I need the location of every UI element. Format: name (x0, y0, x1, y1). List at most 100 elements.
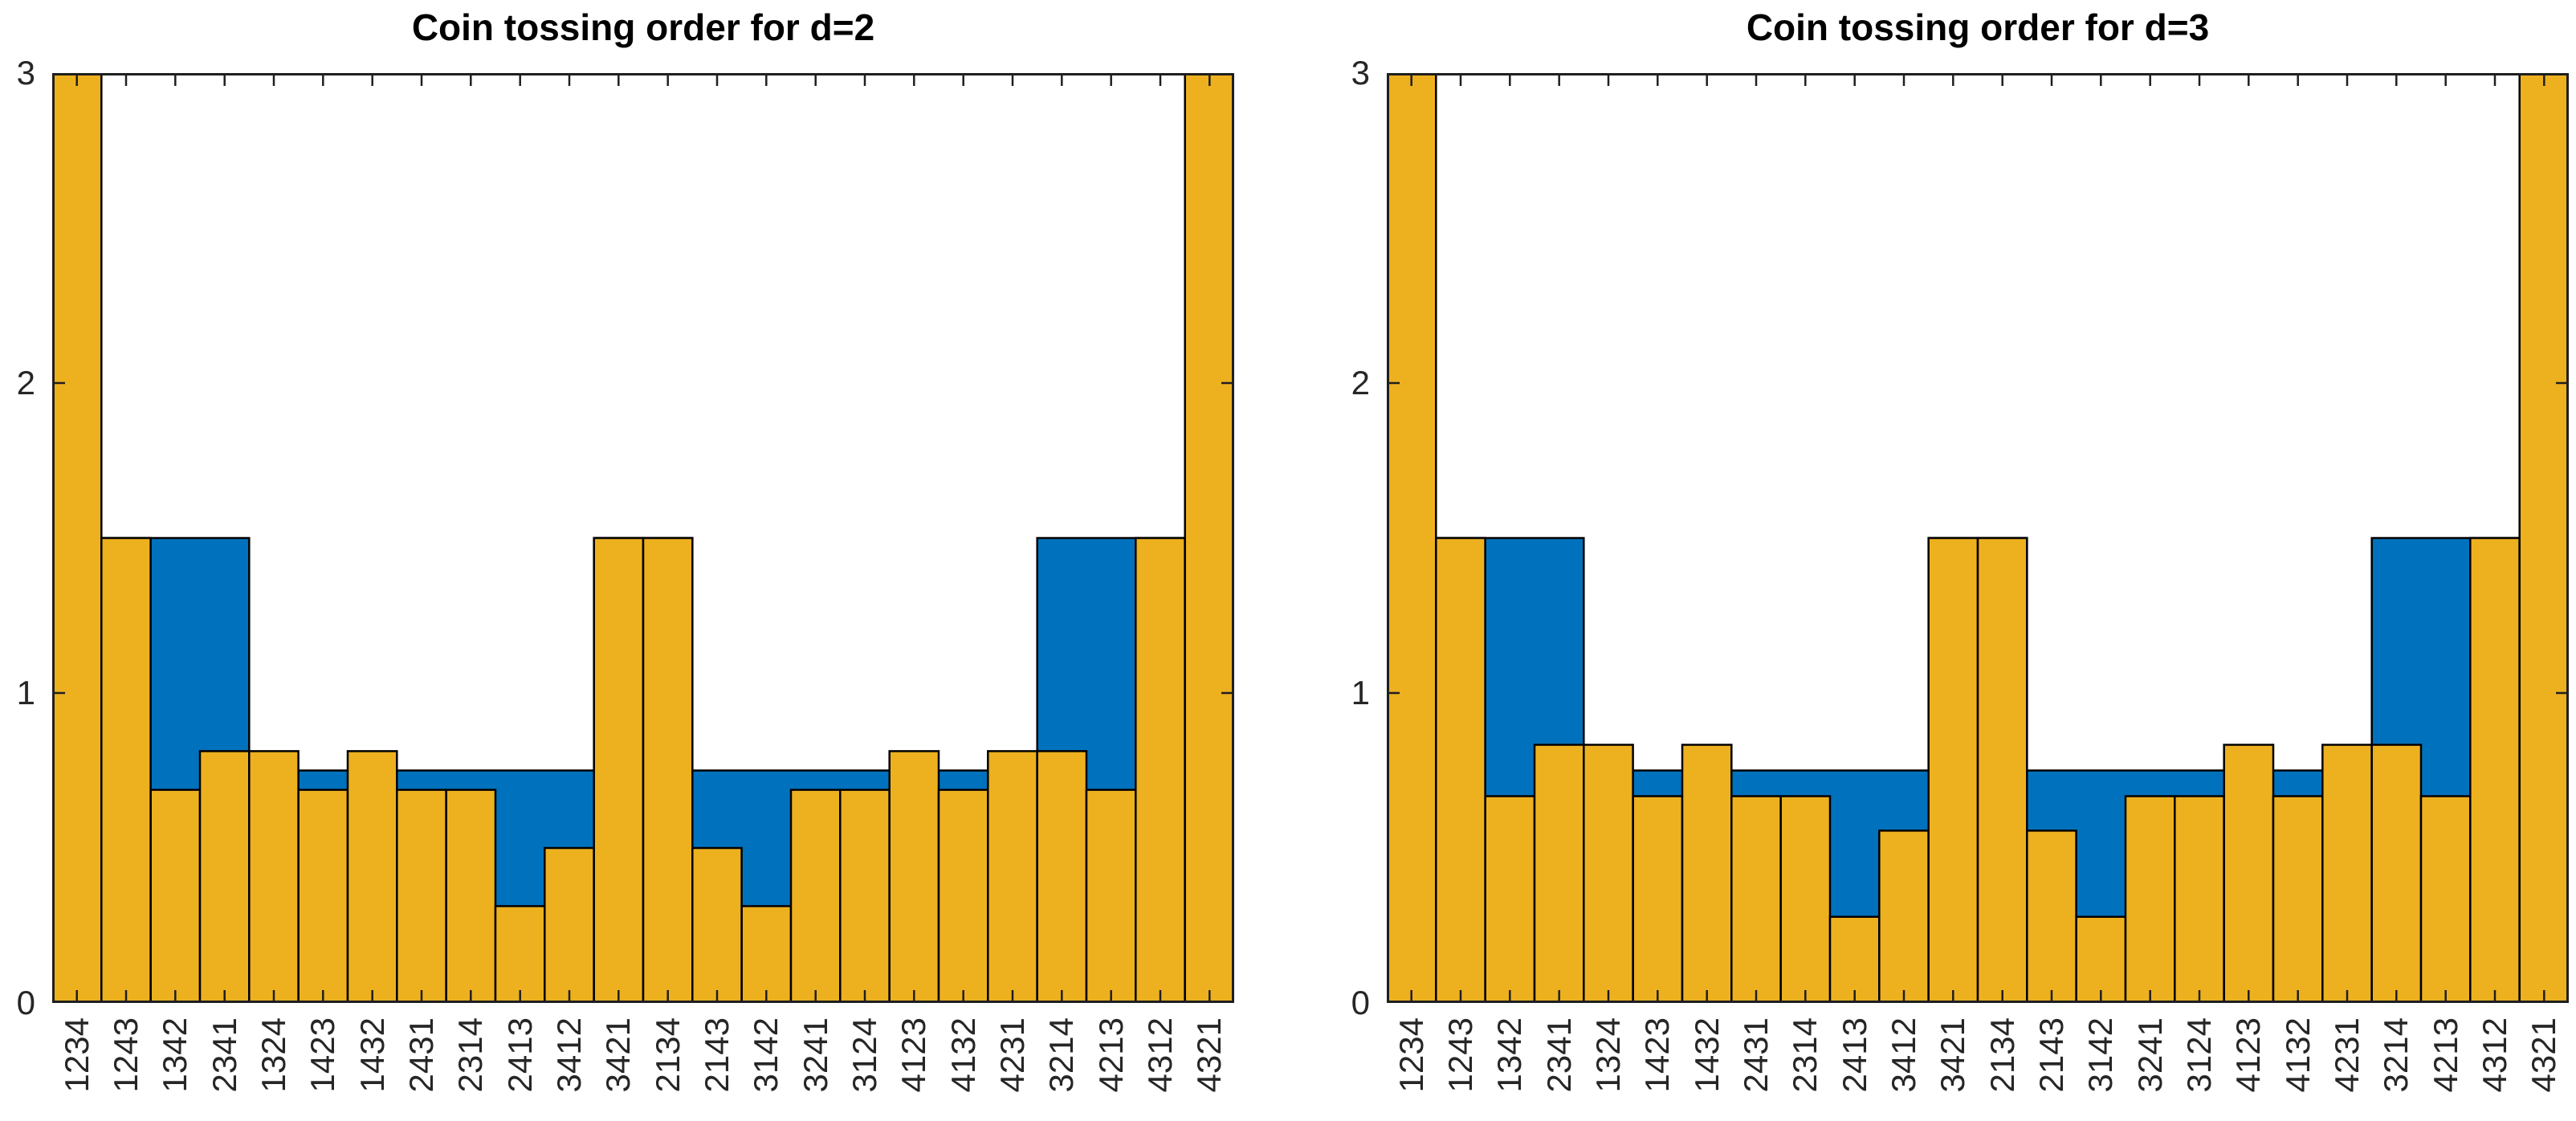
axes-box (1387, 73, 2569, 1003)
orange-bar-3241 (2124, 795, 2176, 1003)
orange-bar-4123 (2223, 744, 2275, 1003)
orange-bar-4312 (1135, 536, 1186, 1003)
orange-bar-4312 (2469, 536, 2521, 1003)
orange-bar-3412 (1878, 830, 1930, 1003)
orange-bar-4321 (1184, 73, 1234, 1003)
orange-bar-1234 (52, 73, 103, 1003)
orange-bar-4213 (1085, 789, 1137, 1003)
orange-bar-1324 (1583, 744, 1634, 1003)
x-tick-label-4321: 4321 (2525, 1017, 2563, 1093)
orange-bar-3421 (1927, 536, 1979, 1003)
x-tick-label-1432: 1432 (353, 1017, 391, 1093)
orange-bar-3124 (839, 789, 891, 1003)
x-tick-label-3421: 3421 (599, 1017, 638, 1093)
x-tick-label-3412: 3412 (550, 1017, 588, 1093)
x-tick-label-3412: 3412 (1885, 1017, 1922, 1093)
x-tick-label-2314: 2314 (451, 1017, 490, 1093)
orange-bar-3241 (789, 789, 842, 1003)
x-tick-label-4231: 4231 (2328, 1017, 2366, 1093)
orange-bar-3142 (740, 905, 793, 1003)
orange-bar-1432 (346, 750, 398, 1003)
x-tick-label-4312: 4312 (1141, 1017, 1179, 1093)
orange-bar-2341 (198, 750, 251, 1003)
chart-d2: Coin tossing order for d=2 0 1 2 3 1234 1243… (16, 6, 1234, 1093)
orange-bar-2143 (2026, 830, 2077, 1003)
x-tick-label-2143: 2143 (2032, 1017, 2070, 1093)
x-tick-label-2431: 2431 (402, 1017, 440, 1093)
orange-bar-4132 (937, 789, 989, 1003)
x-tick-label-2143: 2143 (698, 1017, 736, 1093)
orange-bar-2143 (691, 846, 743, 1003)
orange-bar-2314 (1779, 795, 1832, 1003)
x-tick-label-2134: 2134 (1983, 1017, 2021, 1093)
x-tick-label-4132: 4132 (944, 1017, 982, 1093)
y-tick-label-2: 2 (1351, 364, 1370, 402)
x-tick-label-1234: 1234 (57, 1017, 96, 1093)
orange-bar-2431 (396, 789, 447, 1003)
x-tick-label-4231: 4231 (993, 1017, 1031, 1093)
x-tick-label-3214: 3214 (2377, 1017, 2415, 1093)
orange-bar-1423 (1632, 795, 1684, 1003)
orange-bar-1324 (248, 750, 300, 1003)
orange-bar-2413 (1828, 915, 1881, 1003)
x-tick-label-1243: 1243 (107, 1017, 145, 1093)
orange-bar-2431 (1730, 795, 1782, 1003)
orange-bar-3214 (1036, 750, 1088, 1003)
x-tick-label-1342: 1342 (1490, 1017, 1529, 1093)
orange-bar-3412 (544, 846, 595, 1003)
y-tick-label-1: 1 (16, 674, 35, 711)
x-tick-label-3142: 3142 (747, 1017, 785, 1093)
orange-bar-3142 (2075, 915, 2127, 1003)
x-tick-label-4123: 4123 (895, 1017, 933, 1093)
chart-d3: Coin tossing order for d=3 0 1 2 3 1234 1243… (1335, 0, 2576, 1121)
x-tick-label-4213: 4213 (2426, 1017, 2464, 1093)
x-tick-label-4213: 4213 (1091, 1017, 1130, 1093)
y-tick-label-3: 3 (1351, 54, 1370, 92)
x-tick-label-4132: 4132 (2278, 1017, 2317, 1093)
x-tick-label-2431: 2431 (1737, 1017, 1775, 1093)
x-tick-label-4321: 4321 (1190, 1017, 1229, 1093)
orange-bar-2341 (1533, 744, 1585, 1003)
orange-bar-1432 (1681, 744, 1733, 1003)
y-tick-label-0: 0 (16, 984, 35, 1021)
x-tick-label-1423: 1423 (1638, 1017, 1677, 1093)
x-tick-label-1423: 1423 (304, 1017, 342, 1093)
orange-bar-2413 (494, 905, 546, 1003)
y-tick-label-1: 1 (1351, 674, 1370, 711)
x-tick-label-3214: 3214 (1042, 1017, 1081, 1093)
x-tick-label-2413: 2413 (500, 1017, 539, 1093)
x-tick-label-3241: 3241 (796, 1017, 834, 1093)
x-tick-label-3124: 3124 (846, 1017, 883, 1093)
orange-bar-4123 (888, 750, 940, 1003)
orange-bar-4321 (2518, 73, 2569, 1003)
x-tick-label-4123: 4123 (2229, 1017, 2268, 1093)
x-tick-label-1432: 1432 (1687, 1017, 1726, 1093)
y-tick-label-0: 0 (1351, 984, 1370, 1021)
x-tick-label-1324: 1324 (255, 1017, 292, 1093)
x-tick-label-2314: 2314 (1786, 1017, 1824, 1093)
x-tick-label-4312: 4312 (2476, 1017, 2513, 1093)
x-tick-label-3421: 3421 (1934, 1017, 1972, 1093)
orange-bar-4231 (987, 750, 1038, 1003)
x-tick-label-1234: 1234 (1392, 1017, 1430, 1093)
orange-bar-1423 (297, 789, 349, 1003)
orange-bar-1243 (1435, 536, 1486, 1003)
x-tick-label-3142: 3142 (2081, 1017, 2120, 1093)
x-tick-label-3124: 3124 (2180, 1017, 2218, 1093)
orange-bar-3421 (593, 536, 645, 1003)
orange-bar-4231 (2321, 744, 2373, 1003)
y-tick-label-2: 2 (16, 364, 35, 402)
x-tick-label-3241: 3241 (2130, 1017, 2169, 1093)
orange-bar-2134 (642, 536, 694, 1003)
x-tick-label-2134: 2134 (648, 1017, 687, 1093)
orange-bar-3124 (2174, 795, 2225, 1003)
x-tick-label-2413: 2413 (1835, 1017, 1873, 1093)
chart-d2-plot-area (52, 73, 1234, 1003)
orange-bar-4213 (2419, 795, 2472, 1003)
orange-bar-4132 (2272, 795, 2324, 1003)
orange-bar-1243 (100, 536, 152, 1003)
orange-bar-2134 (1976, 536, 2028, 1003)
x-tick-label-1324: 1324 (1589, 1017, 1627, 1093)
x-tick-label-2341: 2341 (205, 1017, 243, 1093)
